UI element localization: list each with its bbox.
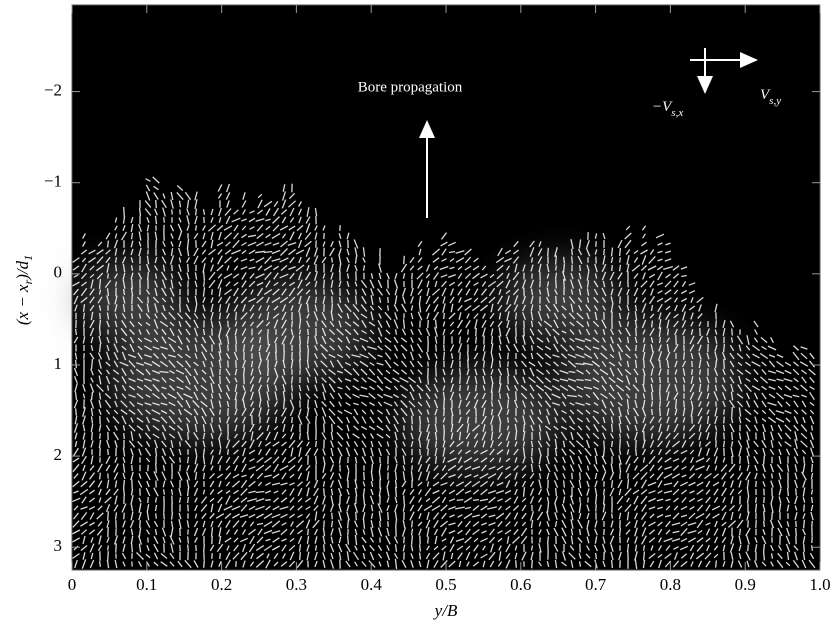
x-tick-label: 0.1 xyxy=(136,575,157,594)
plot-area: Bore propagation −Vs,x Vs,y xyxy=(71,4,821,571)
haze-blob xyxy=(500,260,620,340)
x-axis-label: y/B xyxy=(433,601,458,620)
x-tick-label: 0.2 xyxy=(211,575,232,594)
x-tick-label: 1.0 xyxy=(809,575,830,594)
annotation-part: −V xyxy=(652,99,673,115)
haze-blob xyxy=(400,370,560,470)
annotation: −Vs,x xyxy=(652,99,683,118)
y-tick-label: 1 xyxy=(54,354,63,373)
x-tick-label: 0.9 xyxy=(735,575,756,594)
vector-field xyxy=(71,176,816,570)
y-tick-label: 2 xyxy=(54,445,63,464)
haze-blob xyxy=(560,320,740,440)
y-label-part: (x − x xyxy=(13,284,32,325)
x-tick-label: 0 xyxy=(68,575,77,594)
y-label-subscript: 1 xyxy=(21,255,35,261)
x-tick-label: 0.3 xyxy=(286,575,307,594)
y-tick-label: 3 xyxy=(54,536,63,555)
y-axis-label: (x − xr)/d1 xyxy=(13,255,35,325)
haze-blob xyxy=(80,260,180,340)
annotation-subscript: s,x xyxy=(671,107,683,119)
annotation: Bore propagation xyxy=(358,79,463,95)
x-tick-label: 0.7 xyxy=(585,575,607,594)
annotation-part: V xyxy=(760,87,771,103)
x-tick-label: 0.4 xyxy=(361,575,383,594)
x-tick-label: 0.6 xyxy=(510,575,531,594)
y-label-part: )/d xyxy=(13,260,32,280)
y-tick-label: 0 xyxy=(54,263,63,282)
y-label-subscript: r xyxy=(21,279,35,284)
x-tick-label: 0.5 xyxy=(435,575,456,594)
y-tick-label: −2 xyxy=(44,80,62,99)
x-tick-label: 0.8 xyxy=(660,575,681,594)
annotation: Vs,y xyxy=(760,87,781,106)
y-tick-label: −1 xyxy=(44,172,62,191)
annotation-subscript: s,y xyxy=(769,95,781,107)
